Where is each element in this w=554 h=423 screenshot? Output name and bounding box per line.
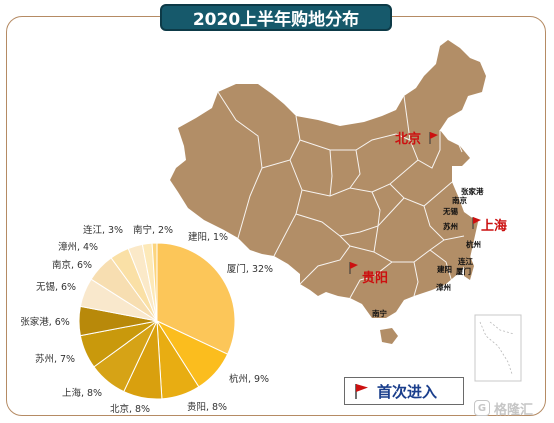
pie-label-3: 北京, 8% bbox=[110, 403, 150, 415]
legend-first-entry: 首次进入 bbox=[344, 377, 464, 405]
flag-icon-beijing bbox=[429, 132, 438, 144]
pie-label-4: 上海, 8% bbox=[62, 387, 102, 399]
province-border-lines bbox=[217, 91, 465, 299]
pie-label-8: 南京, 6% bbox=[52, 259, 92, 271]
city-label-guiyang: 贵阳 bbox=[362, 270, 388, 286]
pie-label-12: 建阳, 1% bbox=[188, 231, 228, 243]
inset-island-dots bbox=[479, 321, 515, 375]
pie-slice-0 bbox=[156, 242, 236, 355]
city-label-xiamen: 厦门 bbox=[456, 266, 471, 276]
pie-label-10: 连江, 3% bbox=[83, 224, 123, 236]
city-label-nanning: 南宁 bbox=[372, 308, 387, 318]
south-china-sea-inset bbox=[474, 314, 522, 382]
pie-label-1: 杭州, 9% bbox=[229, 373, 269, 385]
city-label-hangzhou: 杭州 bbox=[466, 239, 481, 249]
red-flag-icon bbox=[355, 384, 368, 399]
city-label-nanjing: 南京 bbox=[452, 195, 467, 205]
pie-label-5: 苏州, 7% bbox=[35, 353, 75, 365]
city-label-jianyang: 建阳 bbox=[436, 264, 452, 274]
pie-label-9: 漳州, 4% bbox=[58, 241, 98, 253]
flag-icon-guiyang bbox=[349, 262, 358, 274]
pie-slice-12 bbox=[151, 242, 158, 322]
watermark: G 格隆汇 bbox=[474, 398, 548, 418]
legend-label: 首次进入 bbox=[377, 382, 438, 401]
flag-icon-shanghai bbox=[472, 217, 481, 229]
watermark-text: 格隆汇 bbox=[494, 402, 534, 418]
pie-label-7: 无锡, 6% bbox=[36, 281, 76, 293]
city-label-wuxi: 无锡 bbox=[442, 206, 458, 216]
pie-label-11: 南宁, 2% bbox=[133, 224, 173, 236]
city-label-suzhou: 苏州 bbox=[443, 221, 458, 231]
city-label-zhangjiagang: 张家港 bbox=[461, 186, 484, 196]
watermark-logo-icon: G bbox=[474, 400, 490, 416]
hainan-island-shape bbox=[380, 328, 398, 344]
page-title: 2020上半年购地分布 bbox=[160, 4, 392, 31]
pie-label-2: 贵阳, 8% bbox=[187, 401, 227, 413]
pie-label-6: 张家港, 6% bbox=[20, 316, 70, 328]
city-label-lianjiang: 连江 bbox=[458, 256, 473, 266]
pie-label-0: 厦门, 32% bbox=[227, 263, 273, 275]
city-label-zhangzhou: 漳州 bbox=[436, 282, 451, 292]
city-label-shanghai: 上海 bbox=[481, 218, 507, 234]
china-mainland-shape bbox=[170, 40, 486, 318]
city-label-beijing: 北京 bbox=[395, 131, 421, 147]
taiwan-island-shape bbox=[464, 256, 474, 280]
